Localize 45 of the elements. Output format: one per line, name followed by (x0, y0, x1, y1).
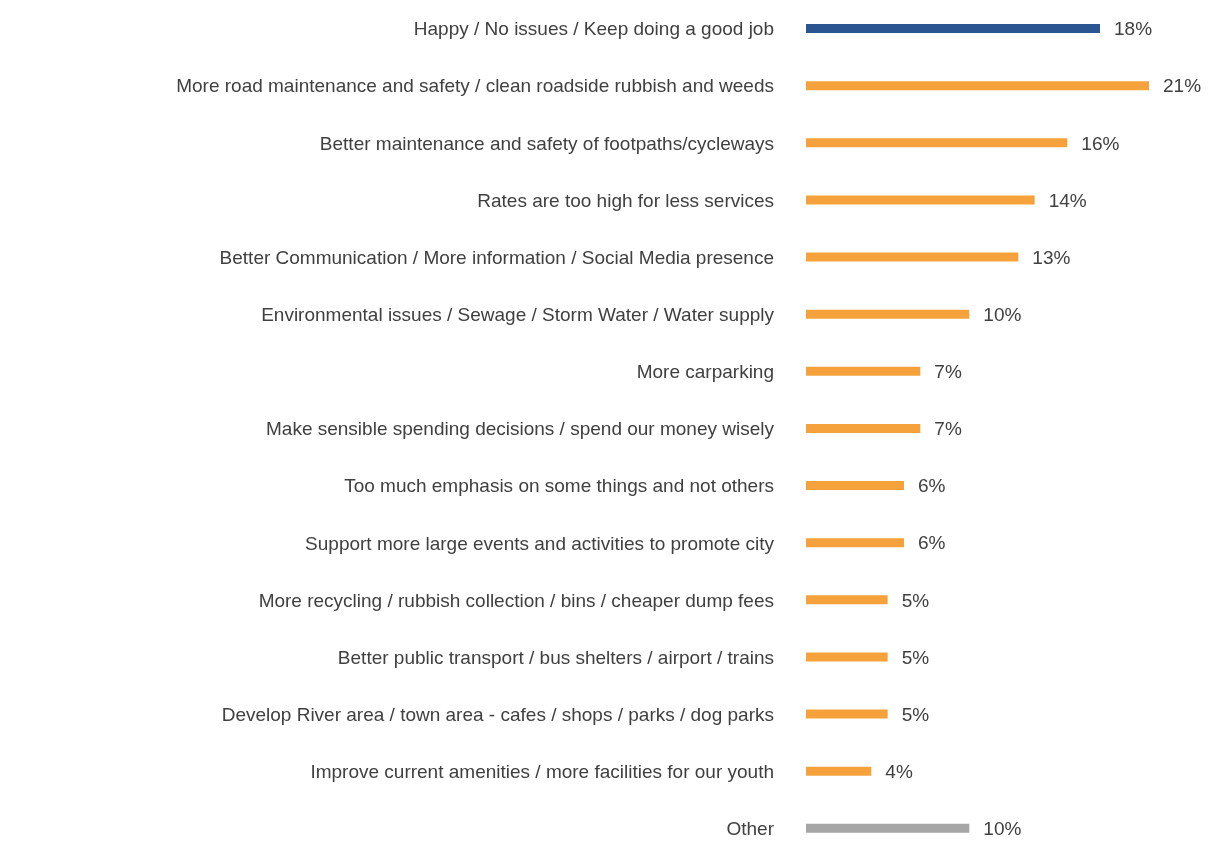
y-tick-label: Develop River area / town area - cafes / shops / parks / dog parks (221, 703, 774, 725)
data-label: 7% (934, 418, 962, 440)
y-tick-label: More carparking (636, 361, 774, 383)
y-tick-label: Rates are too high for less services (477, 189, 774, 211)
bar (806, 195, 1035, 205)
data-label: 6% (918, 475, 946, 497)
y-tick-label: Environmental issues / Sewage / Storm Water / Water supply (261, 303, 775, 325)
bar (806, 309, 970, 319)
bar (806, 709, 888, 719)
y-tick-label: Too much emphasis on some things and not others (344, 475, 774, 497)
y-tick-label: Other (726, 818, 775, 840)
data-label: 10% (983, 303, 1022, 325)
y-tick-label: More road maintenance and safety / clean roadside rubbish and weeds (176, 75, 774, 97)
bar (806, 652, 888, 662)
y-tick-label: Make sensible spending decisions / spend our money wisely (266, 418, 775, 440)
bar (806, 81, 1149, 91)
data-label: 7% (934, 361, 962, 383)
bar (806, 366, 921, 376)
bar (806, 423, 921, 433)
data-label: 5% (901, 589, 930, 611)
bar (806, 138, 1068, 148)
bar (806, 538, 904, 548)
data-label: 14% (1048, 189, 1087, 211)
data-label: 16% (1081, 132, 1120, 154)
y-tick-label: Better maintenance and safety of footpaths/cycleways (319, 132, 774, 154)
bar (806, 252, 1019, 262)
data-label: 21% (1163, 75, 1202, 97)
y-tick-label: Better public transport / bus shelters / airport / trains (337, 646, 774, 668)
y-tick-label: Happy / No issues / Keep doing a good job (413, 18, 774, 40)
bar (806, 481, 904, 491)
data-label: 5% (901, 703, 930, 725)
y-tick-label: Support more large events and activities to promote city (305, 532, 775, 554)
y-tick-label: More recycling / rubbish collection / bins / cheaper dump fees (258, 589, 774, 611)
y-tick-label: Improve current amenities / more facilities for our youth (310, 761, 774, 783)
data-label: 5% (901, 646, 930, 668)
bar (806, 24, 1100, 33)
data-label: 13% (1032, 246, 1071, 268)
data-label: 4% (885, 760, 913, 782)
bar (806, 595, 888, 605)
bar (806, 766, 872, 776)
data-label: 18% (1114, 18, 1153, 40)
data-label: 10% (983, 818, 1022, 840)
bar (806, 823, 970, 833)
data-label: 6% (918, 532, 946, 554)
y-tick-label: Better Communication / More information / Social Media presence (219, 246, 774, 268)
